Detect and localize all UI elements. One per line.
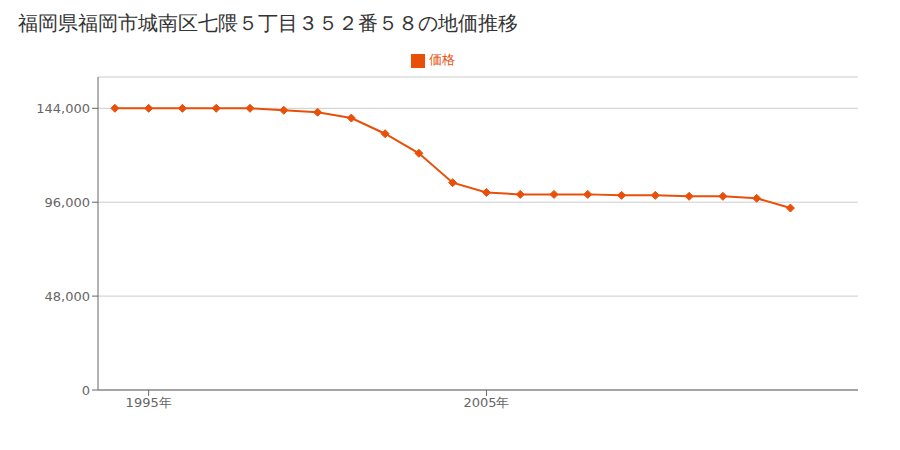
svg-text:0: 0 xyxy=(82,383,90,398)
svg-text:144,000: 144,000 xyxy=(36,101,90,116)
html-text:価格: 価格 xyxy=(429,52,455,67)
svg-text:48,000: 48,000 xyxy=(45,289,91,304)
html-text:福岡県福岡市城南区七隈５丁目３５２番５８の地価推移: 福岡県福岡市城南区七隈５丁目３５２番５８の地価推移 xyxy=(18,11,518,35)
svg-text:96,000: 96,000 xyxy=(45,195,91,210)
svg-text:2005年: 2005年 xyxy=(463,395,509,410)
svg-text:1995年: 1995年 xyxy=(126,395,172,410)
